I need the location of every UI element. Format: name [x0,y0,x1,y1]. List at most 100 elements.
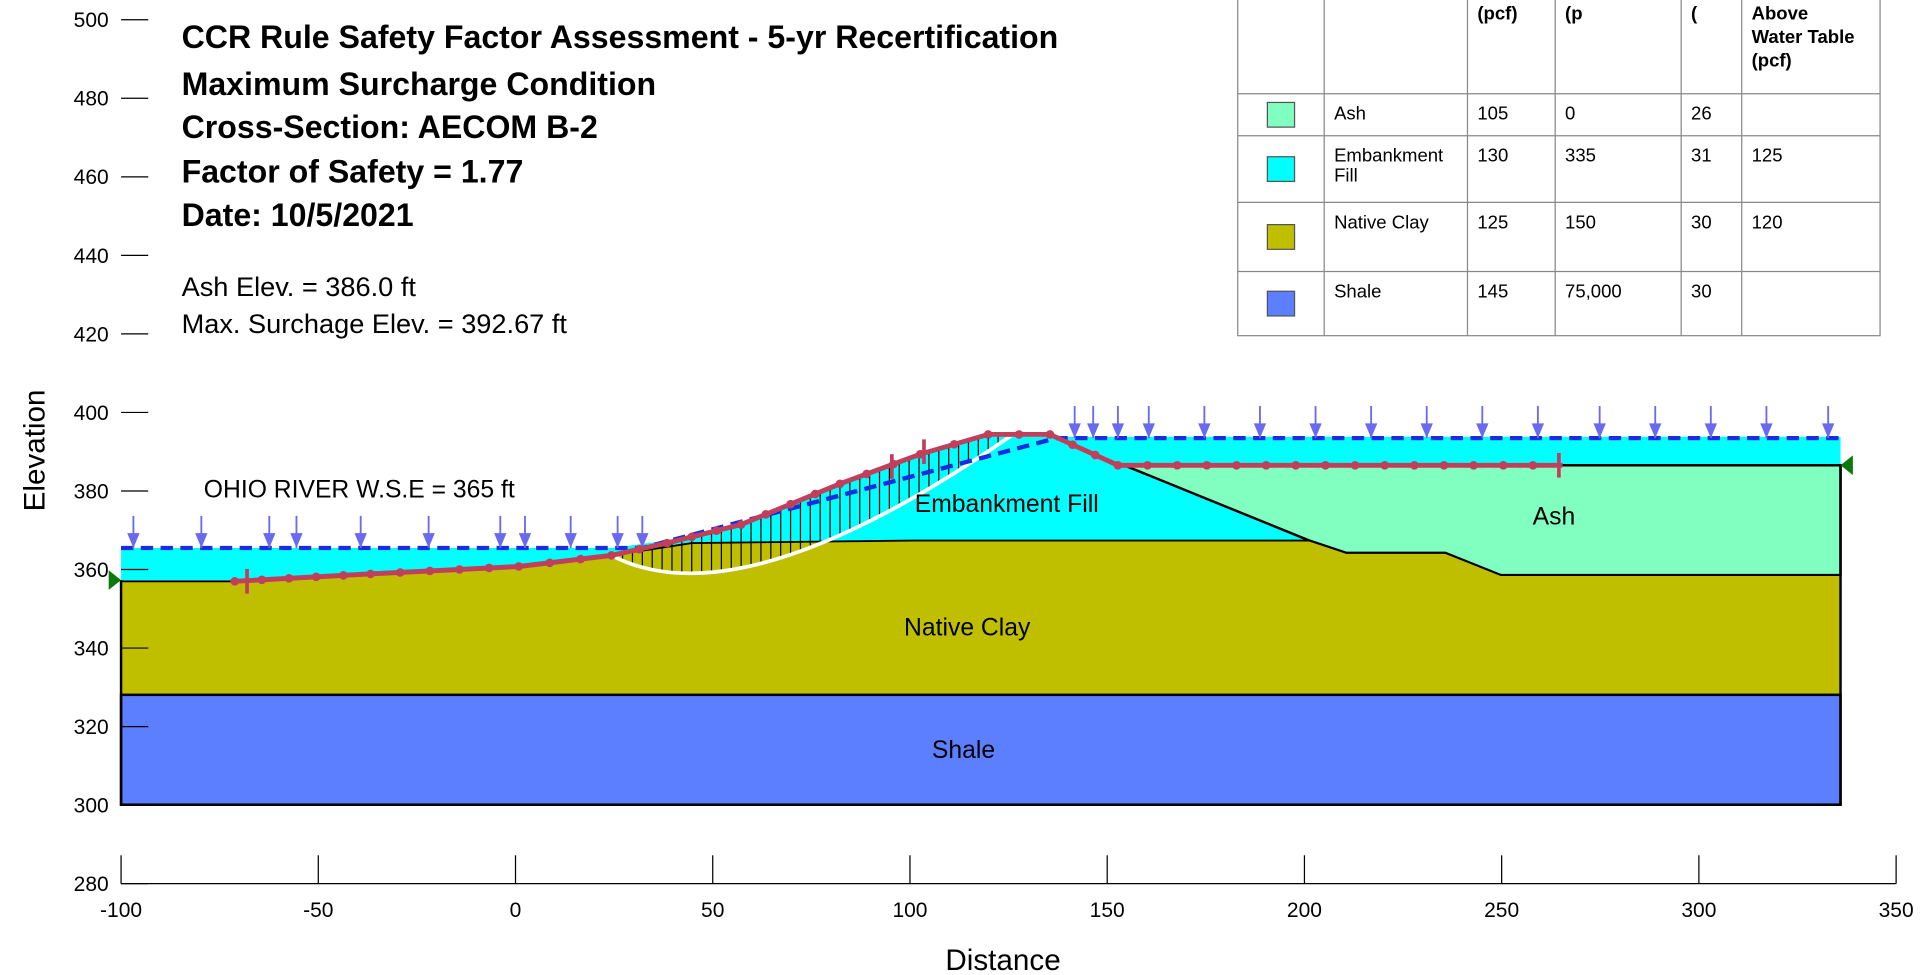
surface-point [1291,460,1301,470]
table-cell: 105 [1477,103,1508,124]
surface-point [712,526,721,536]
title-line: Maximum Surcharge Condition [182,66,657,102]
material-swatch [1266,101,1296,128]
title-line: Cross-Section: AECOM B-2 [182,109,598,145]
arrow-head [611,533,624,548]
table-cell: Ash [1334,103,1366,124]
surface-point [425,566,435,576]
right-marker [1840,455,1853,476]
water-table [121,435,1841,551]
arrow-head [1364,423,1378,439]
surface-point [230,576,240,586]
arrow-head [1111,423,1125,439]
surface-point [366,569,375,579]
y-tick-label: 420 [74,323,109,346]
table-cell: Native Clay [1334,211,1429,232]
surface-point [687,532,697,542]
surface-point [835,479,845,489]
y-tick-label: 480 [74,88,109,111]
arrow-head [1704,423,1718,439]
arrow-head [1068,423,1081,439]
surface-point [1498,460,1508,470]
arrow-head [1142,423,1155,439]
slip-surface [610,432,1014,576]
surface-point [1172,460,1182,470]
table-cell: 75,000 [1565,280,1622,301]
note: Max. Surchage Elev. = 392.67 ft [182,308,568,339]
y-tick-label: 300 [74,795,109,818]
arrow-head [1593,423,1606,439]
surface-point [484,563,494,573]
surface-point [736,520,746,529]
arrow-head [1760,423,1773,439]
table-cell: 26 [1691,103,1712,124]
surface-point [1410,460,1419,470]
surface-point [1261,460,1271,470]
water-arrows [127,406,1835,548]
axes: -100 -50 0 50 100 150 200 250 300 350280300320340… [74,9,1914,922]
x-tick-label: 0 [510,899,522,922]
table-header: (pcf) [1477,3,1517,24]
title-line: CCR Rule Safety Factor Assessment - 5-yr… [182,19,1059,55]
surface-point [983,430,993,439]
x-tick-label: -50 [303,899,333,922]
table-header: (p [1565,3,1582,24]
x-tick-label: 300 [1681,899,1716,922]
x-tick-label: 50 [701,899,724,922]
cross-section [108,406,1853,806]
material-swatch [1266,156,1296,183]
layer-label: Native Clay [904,615,1031,642]
y-axis-title: Elevation [18,390,51,512]
surface-point [1528,460,1538,470]
x-axis-title: Distance [945,944,1060,975]
arrow-head [1531,423,1545,439]
material-swatch [1266,224,1296,250]
arrow-head [1476,423,1489,439]
y-tick-label: 360 [74,559,109,582]
surface-point [311,572,321,582]
surface-point [662,538,672,548]
surface-point [514,562,524,571]
table-cell: 335 [1565,145,1596,166]
left-marker [108,570,122,590]
table-cell: 30 [1691,211,1712,232]
arrow-head [263,533,276,548]
arrow-head [1198,423,1211,439]
x-tick-label: 100 [892,899,927,922]
table-cell: 150 [1565,211,1596,232]
surface-point [607,551,616,560]
arrow-head [422,533,435,548]
table-cell: 125 [1477,211,1508,232]
table-cell: Shale [1334,280,1381,301]
material-table: (pcf) (p (Above Water Table (pcf) Ash 105 0 26 Em… [1237,0,1881,337]
table-header: ( [1691,3,1698,24]
surface-point [1113,460,1123,470]
arrow-head [1087,423,1100,439]
table-cell: 30 [1691,280,1712,301]
y-tick-label: 320 [74,716,109,739]
surface-point [339,571,348,580]
arrow-head [564,533,577,548]
y-tick-label: 400 [74,402,109,425]
y-tick-label: 380 [74,480,109,503]
arrow-head [354,533,367,548]
arrow-head [1420,423,1433,439]
layer-label: Shale [932,737,995,764]
surface-point [1232,460,1241,470]
y-tick-label: 440 [74,245,109,268]
table-cell: 0 [1565,103,1575,124]
y-tick-label: 280 [74,873,109,896]
surface-point [1321,460,1330,470]
arrow-head [127,533,140,548]
y-tick-label: 460 [74,166,109,189]
layer-label: Ash [1533,504,1576,531]
title-line: Date: 10/5/2021 [182,197,414,233]
river-label: OHIO RIVER W.S.E = 365 ft [204,476,515,503]
section-outline [119,465,1842,806]
layer-label: Embankment Fill [915,491,1099,518]
surface-point [1045,430,1055,439]
surface-point [1014,430,1024,439]
surface-point [1068,440,1077,450]
surface-point [949,439,959,449]
